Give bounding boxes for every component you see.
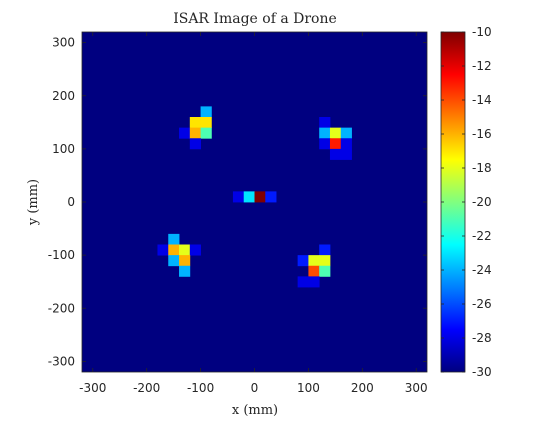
heatmap-cell <box>179 127 191 139</box>
heatmap-cell <box>200 127 212 139</box>
heatmap-cell <box>329 127 342 139</box>
x-axis-ticks: -300 -200 -100 0 100 200 300 <box>79 32 428 395</box>
y-axis-label: y (mm) <box>26 179 41 226</box>
heatmap-cell <box>319 255 331 267</box>
y-tick-label: -100 <box>48 248 75 262</box>
heatmap-cell <box>319 117 331 129</box>
x-tick-label: -300 <box>79 381 106 395</box>
heatmap-cell <box>340 148 352 160</box>
heatmap-cell <box>319 138 331 150</box>
heatmap-cell <box>265 191 277 203</box>
heatmap-cell <box>308 276 320 288</box>
heatmap-cell <box>168 233 180 245</box>
heatmap-cell <box>189 138 201 150</box>
x-tick-label: -200 <box>133 381 160 395</box>
chart-title: ISAR Image of a Drone <box>173 11 337 27</box>
heatmap-cell <box>329 148 342 160</box>
heatmap-cell <box>200 117 212 129</box>
heatmap-cell <box>179 244 191 256</box>
heatmap-cell <box>179 255 191 267</box>
colorbar-tick-label: -12 <box>472 59 492 73</box>
heatmap-cell <box>329 138 342 150</box>
heatmap-cell <box>308 255 320 267</box>
heatmap-cell <box>308 265 320 277</box>
colorbar-tick-label: -30 <box>472 365 492 379</box>
colorbar-tick-label: -10 <box>472 25 492 39</box>
y-tick-label: -300 <box>48 354 75 368</box>
heatmap-cell <box>168 244 180 256</box>
colorbar-tick-label: -26 <box>472 297 492 311</box>
x-tick-label: 100 <box>297 381 320 395</box>
colorbar-tick-label: -16 <box>472 127 492 141</box>
y-tick-label: 300 <box>52 36 75 50</box>
colorbar-tick-label: -18 <box>472 161 492 175</box>
y-tick-label: 100 <box>52 142 75 156</box>
y-tick-label: -200 <box>48 301 75 315</box>
x-axis-label: x (mm) <box>232 403 278 418</box>
y-tick-label: 0 <box>67 195 75 209</box>
heatmap-cell <box>319 265 331 277</box>
heatmap-cell <box>319 127 331 139</box>
heatmap-cell <box>179 265 191 277</box>
heatmap-cell <box>243 191 255 203</box>
heatmap-cell <box>254 191 266 203</box>
x-tick-label: 0 <box>251 381 259 395</box>
y-axis-ticks: -300 -200 -100 0 100 200 300 <box>48 36 427 368</box>
colorbar-tick-label: -14 <box>472 93 492 107</box>
colorbar-tick-label: -24 <box>472 263 492 277</box>
heatmap-cell <box>232 191 245 203</box>
heatmap-cell <box>157 244 169 256</box>
colorbar-tick-label: -22 <box>472 229 492 243</box>
colorbar-tick-label: -28 <box>472 331 492 345</box>
y-tick-label: 200 <box>52 89 75 103</box>
x-tick-label: -100 <box>187 381 214 395</box>
heatmap-cell <box>340 138 352 150</box>
heatmap-cell <box>297 276 309 288</box>
heatmap-cell <box>168 255 180 267</box>
x-tick-label: 200 <box>351 381 374 395</box>
heatmap-cell <box>189 127 201 139</box>
heatmap-cell <box>297 255 309 267</box>
plot-area <box>81 31 428 373</box>
heatmap-cell <box>189 117 201 129</box>
heatmap-cell <box>189 244 201 256</box>
heatmap-cell <box>200 106 212 118</box>
heatmap-cell <box>319 244 331 256</box>
heatmap-cell <box>340 127 352 139</box>
x-tick-label: 300 <box>405 381 428 395</box>
colorbar-gradient <box>440 31 466 373</box>
colorbar-tick-label: -20 <box>472 195 492 209</box>
colorbar: -30 -28 -26 -24 -22 -20 -18 -16 -14 -12 -10 <box>440 25 492 379</box>
